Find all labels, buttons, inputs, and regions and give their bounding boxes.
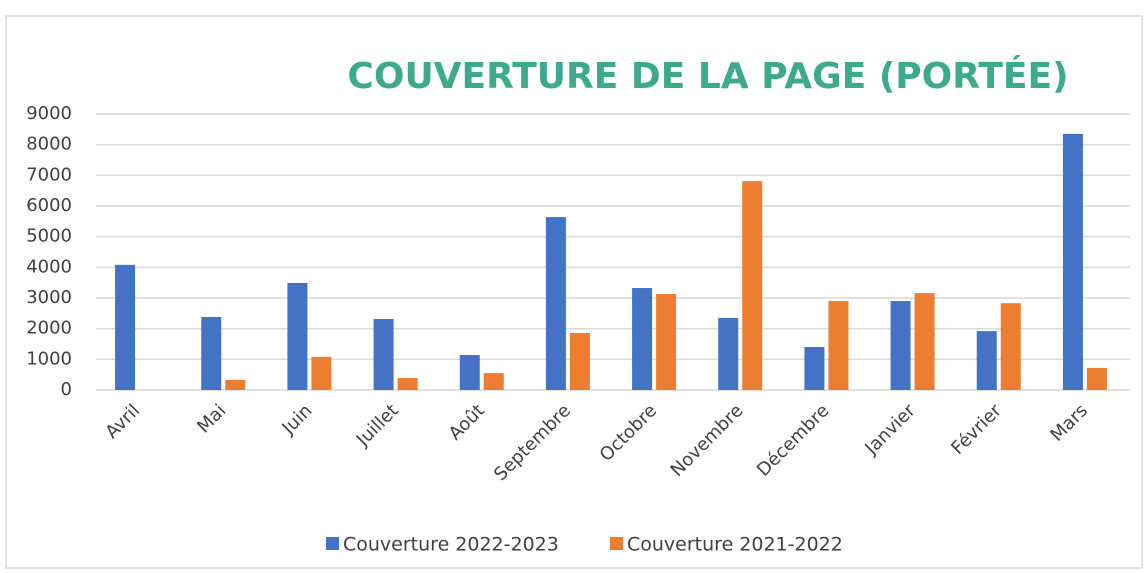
bar bbox=[1086, 367, 1107, 390]
legend-swatch bbox=[610, 537, 623, 550]
y-tick-label: 3000 bbox=[26, 287, 72, 308]
chart-title: COUVERTURE DE LA PAGE (PORTÉE) bbox=[347, 55, 1068, 97]
y-tick-label: 1000 bbox=[26, 348, 72, 369]
bar bbox=[976, 331, 997, 390]
bar bbox=[914, 293, 935, 390]
bar bbox=[718, 317, 739, 390]
bar bbox=[742, 181, 763, 390]
bar bbox=[828, 301, 849, 390]
bar bbox=[483, 373, 504, 390]
bar bbox=[201, 317, 222, 390]
bar bbox=[632, 288, 653, 390]
y-tick-label: 7000 bbox=[26, 164, 72, 185]
chart-frame bbox=[5, 15, 1143, 569]
y-tick-label: 9000 bbox=[26, 103, 72, 124]
bar bbox=[311, 356, 332, 390]
y-tick-label: 2000 bbox=[26, 318, 72, 339]
bar bbox=[459, 355, 480, 390]
bar bbox=[656, 294, 677, 390]
legend-label: Couverture 2021-2022 bbox=[627, 534, 843, 556]
bar bbox=[225, 379, 246, 390]
bar bbox=[545, 217, 566, 390]
bar bbox=[287, 282, 308, 390]
y-tick-label: 0 bbox=[61, 379, 72, 400]
bar bbox=[1062, 133, 1083, 390]
bar bbox=[397, 378, 418, 390]
y-tick-label: 6000 bbox=[26, 195, 72, 216]
y-tick-label: 4000 bbox=[26, 256, 72, 277]
bar bbox=[115, 264, 136, 390]
legend-swatch bbox=[326, 537, 339, 550]
bar bbox=[890, 301, 911, 390]
bar bbox=[804, 347, 825, 390]
bar bbox=[373, 319, 394, 390]
y-tick-label: 5000 bbox=[26, 226, 72, 247]
legend-label: Couverture 2022-2023 bbox=[343, 534, 559, 556]
bar bbox=[1000, 303, 1021, 390]
bar bbox=[569, 332, 590, 390]
y-tick-label: 8000 bbox=[26, 134, 72, 155]
